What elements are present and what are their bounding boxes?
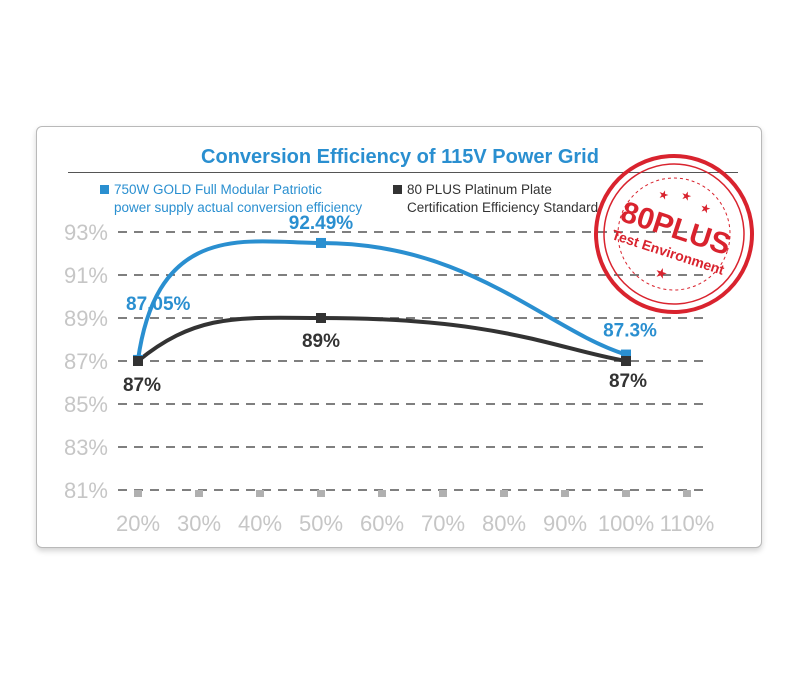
x-tick-marker <box>134 490 142 497</box>
legend-label-line1: 750W GOLD Full Modular Patriotic <box>114 182 322 197</box>
data-point-gold <box>621 349 631 360</box>
legend-swatch-blue <box>100 185 109 194</box>
svg-text:★: ★ <box>653 263 670 282</box>
data-point-platinum <box>316 313 326 323</box>
y-tick-label: 91% <box>64 263 108 288</box>
x-tick-label: 110% <box>660 511 715 536</box>
legend-swatch-dark <box>393 185 402 194</box>
y-tick-label: 81% <box>64 478 108 503</box>
x-tick-label: 80% <box>482 511 526 536</box>
x-tick-marker <box>561 490 569 497</box>
80plus-stamp-icon: 80PLUS Test Environment ★ ★ ★ ★ <box>594 154 754 314</box>
x-tick-marker <box>195 490 203 497</box>
x-tick-marker <box>256 490 264 497</box>
data-label-platinum: 89% <box>302 331 340 352</box>
data-label-platinum: 87% <box>123 375 161 396</box>
x-tick-label: 20% <box>116 511 160 536</box>
x-tick-label: 50% <box>299 511 343 536</box>
x-tick-marker <box>622 490 630 497</box>
x-tick-label: 100% <box>598 511 654 536</box>
y-tick-label: 89% <box>64 306 108 331</box>
x-tick-label: 60% <box>360 511 404 536</box>
svg-text:★: ★ <box>679 188 694 205</box>
legend-label-line1: 80 PLUS Platinum Plate <box>407 182 552 197</box>
x-tick-marker <box>683 490 691 497</box>
data-label-platinum: 87% <box>609 371 647 392</box>
y-tick-label: 87% <box>64 349 108 374</box>
data-point-platinum <box>621 356 631 366</box>
y-tick-label: 85% <box>64 392 108 417</box>
chart-card <box>36 126 762 548</box>
x-tick-marker <box>317 490 325 497</box>
x-tick-label: 90% <box>543 511 587 536</box>
svg-text:★: ★ <box>656 187 671 204</box>
svg-text:★: ★ <box>698 200 713 217</box>
x-tick-marker <box>378 490 386 497</box>
x-tick-marker <box>439 490 447 497</box>
data-label-gold: 92.49% <box>289 213 354 234</box>
x-tick-label: 30% <box>177 511 221 536</box>
data-label-gold: 87.3% <box>603 321 657 342</box>
legend-label-line2: power supply actual conversion efficienc… <box>114 200 363 215</box>
series-line-platinum <box>136 315 627 363</box>
chart-title: Conversion Efficiency of 115V Power Grid <box>201 146 599 168</box>
y-tick-label: 83% <box>64 435 108 460</box>
data-point-gold <box>316 237 326 248</box>
y-tick-label: 93% <box>64 220 108 245</box>
x-tick-label: 40% <box>238 511 282 536</box>
x-tick-marker <box>500 490 508 497</box>
title-divider <box>68 172 738 173</box>
data-point-platinum <box>133 356 143 366</box>
x-tick-label: 70% <box>421 511 465 536</box>
legend-label-line2: Certification Efficiency Standard <box>407 200 599 215</box>
data-label-gold: 87.05% <box>126 294 191 315</box>
